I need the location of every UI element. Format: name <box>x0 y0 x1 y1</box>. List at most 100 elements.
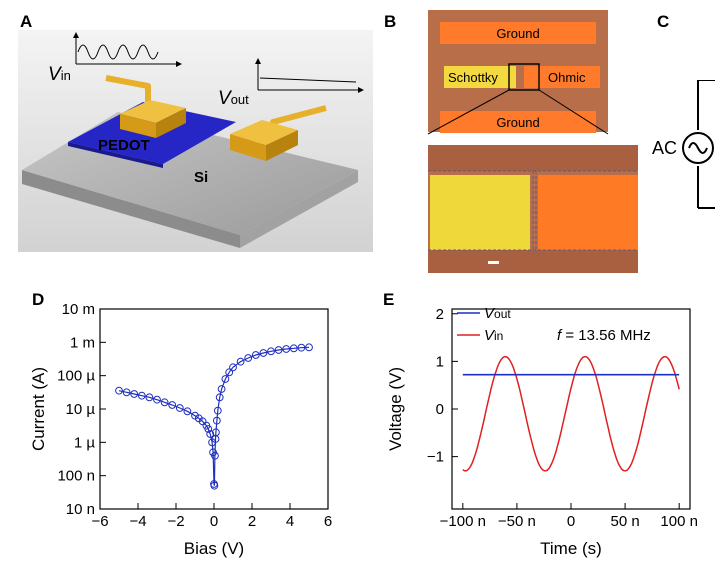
panel-letter-b: B <box>384 12 397 31</box>
zoom-bottom-strip <box>428 250 638 273</box>
vin-label: Vin <box>48 64 71 85</box>
panel-b-micrographs: Ground Schottky Ohmic Ground <box>427 10 638 273</box>
circuit-wire <box>697 80 715 209</box>
d-x-tick-label: 2 <box>248 513 256 530</box>
si-wafer-front <box>22 170 240 248</box>
d-data-point <box>212 428 220 437</box>
e-y-tick-label: −1 <box>427 449 444 466</box>
d-x-ticks: −6 −4 −2 0 2 4 6 <box>91 503 332 530</box>
d-y-tick-label: 1 µ <box>74 434 96 451</box>
d-y-tick-label: 100 µ <box>57 368 95 385</box>
zoom-dashed-outline <box>428 170 638 251</box>
d-data-point <box>211 451 219 460</box>
si-label: Si <box>194 169 208 186</box>
d-x-tick-label: 6 <box>324 513 332 530</box>
d-data-point <box>206 430 215 438</box>
panel-a-device-schematic: Vin Vout PEDOT Si <box>18 30 373 252</box>
d-data-point <box>274 346 283 354</box>
d-x-tick-label: 4 <box>286 513 294 530</box>
e-y-ticks: −1 0 1 2 <box>427 306 458 466</box>
d-data-point <box>130 390 139 398</box>
schottky-electrode <box>444 66 516 88</box>
e-x-tick-label: −100 n <box>440 513 486 530</box>
e-series-vin <box>462 355 680 472</box>
panel-c-circuit: AC <box>652 80 715 209</box>
d-data-point <box>153 395 161 404</box>
d-y-tick-label: 10 µ <box>66 401 96 418</box>
zoom-schottky <box>430 175 530 250</box>
d-data-point <box>259 349 268 357</box>
zoom-lines <box>427 89 609 135</box>
e-y-tick-label: 2 <box>436 306 444 323</box>
d-data-point <box>122 388 131 397</box>
d-data-point <box>160 398 169 407</box>
e-x-tick-label: 100 n <box>660 513 698 530</box>
e-legend: Vout Vin <box>457 305 511 344</box>
d-data-point <box>204 425 213 433</box>
vin-sine <box>77 44 159 60</box>
pedot-label: PEDOT <box>98 137 150 154</box>
d-data-point <box>217 385 226 393</box>
e-x-tick-label: 0 <box>567 513 575 530</box>
d-data-point <box>289 344 298 353</box>
gold-pad-right <box>230 120 298 145</box>
panel-letter-d: D <box>32 290 45 309</box>
e-y-tick-label: 0 <box>436 401 444 418</box>
zoom-ohmic <box>538 175 638 250</box>
legend-vin-label: Vin <box>484 327 503 344</box>
pedot-edge <box>68 142 163 168</box>
d-data-point <box>282 345 291 353</box>
e-plot-group <box>462 355 680 472</box>
e-x-ticks: −100 n −50 n 0 50 n 100 n <box>440 503 698 530</box>
d-data-point <box>145 393 154 402</box>
d-data-point <box>175 404 184 412</box>
panel-e-voltage-chart: −100 n −50 n 0 50 n 100 n −1 0 1 2 Vout Vin f =… <box>386 305 698 558</box>
d-data-point <box>267 347 275 356</box>
vout-label: Vout <box>218 88 249 109</box>
d-xlabel: Bias (V) <box>184 539 244 558</box>
gold-pad-right-front <box>230 134 266 161</box>
d-data-point <box>229 363 237 372</box>
d-data-point <box>183 407 192 416</box>
ground-bottom-label: Ground <box>496 115 539 130</box>
d-ylabel: Current (A) <box>29 367 48 451</box>
e-x-tick-label: −50 n <box>498 513 536 530</box>
d-y-tick-label: 1 m <box>70 334 95 351</box>
ground-top-label: Ground <box>496 26 539 41</box>
d-data-point <box>244 354 253 362</box>
gold-pad-left <box>120 100 186 123</box>
d-x-tick-label: −6 <box>91 513 108 530</box>
legend-vout-label: Vout <box>484 305 511 322</box>
d-x-tick-label: −2 <box>167 513 184 530</box>
gold-wire-left <box>105 75 151 102</box>
gold-pad-right-side <box>266 130 298 161</box>
scale-bar <box>488 261 499 264</box>
zoom-top-strip <box>428 145 638 171</box>
vin-axis <box>75 34 180 65</box>
gold-pad-left-side <box>156 108 186 138</box>
d-y-ticks: 10 n 100 n 1 µ 10 µ 100 µ 1 m 10 m <box>57 301 106 518</box>
d-x-tick-label: 0 <box>210 513 218 530</box>
si-wafer-side <box>240 170 358 248</box>
ground-electrode-top <box>440 22 596 44</box>
d-plot-group <box>115 343 313 490</box>
d-data-point <box>115 386 123 395</box>
d-data-point <box>221 375 230 383</box>
d-y-tick-label: 10 n <box>66 501 95 518</box>
d-data-point <box>212 416 221 425</box>
ac-source-wave <box>688 142 708 154</box>
d-data-point <box>297 343 306 352</box>
d-data-point <box>213 406 222 415</box>
frequency-annotation: f = 13.56 MHz <box>557 327 651 344</box>
d-data-point <box>225 368 234 377</box>
d-data-point <box>305 343 313 352</box>
panel-letter-e: E <box>383 290 395 309</box>
vout-axis <box>257 60 363 91</box>
schottky-label: Schottky <box>448 70 498 85</box>
d-x-tick-label: −4 <box>129 513 146 530</box>
e-y-tick-label: 1 <box>436 353 444 370</box>
d-data-point <box>215 393 224 402</box>
e-ylabel: Voltage (V) <box>386 367 405 451</box>
gold-pad-left-front <box>120 114 156 138</box>
